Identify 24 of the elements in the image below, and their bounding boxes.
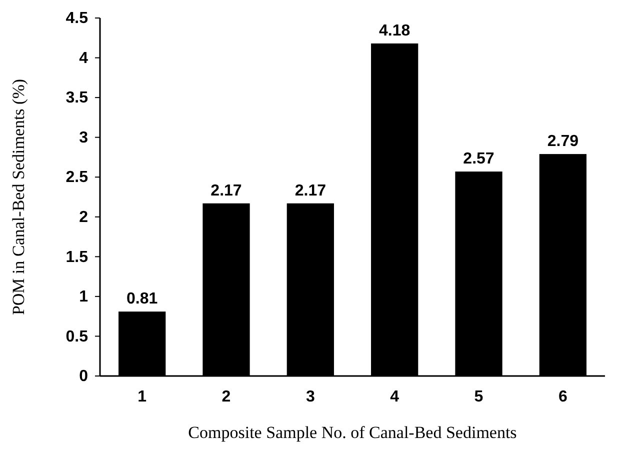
y-tick-label: 3.5 xyxy=(66,90,88,107)
y-tick-label: 3 xyxy=(79,129,88,146)
y-tick-label: 1 xyxy=(79,288,88,306)
data-label: 2.17 xyxy=(294,182,326,200)
data-label: 0.81 xyxy=(126,290,158,308)
data-label: 2.57 xyxy=(463,150,494,168)
y-tick-label: 4 xyxy=(79,50,88,67)
x-tick-label: 1 xyxy=(138,388,147,406)
data-label: 2.79 xyxy=(547,133,579,150)
y-tick-label: 2 xyxy=(79,209,88,226)
data-label: 4.18 xyxy=(379,22,410,40)
y-axis-title: POM in Canal-Bed Sediments (%) xyxy=(9,78,28,316)
x-tick-label: 6 xyxy=(558,388,568,406)
y-tick-label: 1.5 xyxy=(66,248,88,266)
x-tick-label: 3 xyxy=(306,388,315,406)
x-tick-label: 5 xyxy=(474,388,484,406)
x-tick-label: 2 xyxy=(222,388,231,406)
x-tick-label: 4 xyxy=(390,388,400,406)
x-axis-title: Composite Sample No. of Canal-Bed Sediments xyxy=(188,423,517,442)
y-tick-label: 2.5 xyxy=(66,169,88,186)
y-tick-label: 4.5 xyxy=(66,10,88,28)
y-tick-label: 0.5 xyxy=(66,328,88,346)
data-label: 2.17 xyxy=(210,182,242,200)
y-tick-label: 0 xyxy=(79,368,88,386)
